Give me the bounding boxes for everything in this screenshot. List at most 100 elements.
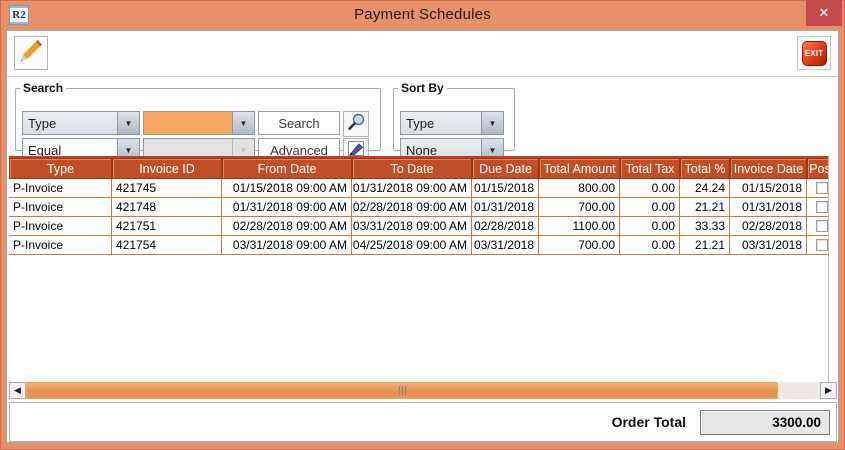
pencil-icon bbox=[18, 38, 44, 69]
edit-button[interactable] bbox=[14, 36, 48, 70]
table-cell: P-Invoice bbox=[9, 217, 112, 235]
table-cell: 02/28/2018 bbox=[472, 217, 539, 235]
order-total-value: 3300.00 bbox=[700, 409, 830, 435]
payment-schedule-table: Type Invoice ID From Date To Date Due Date To… bbox=[9, 156, 829, 382]
table-cell: 33.33 bbox=[680, 217, 730, 235]
table-cell: 700.00 bbox=[539, 198, 620, 216]
column-header[interactable]: To Date bbox=[352, 158, 472, 179]
magnifier-icon bbox=[346, 112, 366, 137]
scrollbar-grip-icon bbox=[398, 386, 406, 395]
column-header[interactable]: Due Date bbox=[472, 158, 539, 179]
table-cell: 01/31/2018 09:00 AM bbox=[352, 179, 472, 197]
sort-primary-value: Type bbox=[401, 112, 481, 134]
sort-secondary-value: None bbox=[401, 139, 481, 161]
sort-primary-combobox[interactable]: Type ▼ bbox=[400, 111, 504, 135]
table-cell: 01/15/2018 bbox=[472, 179, 539, 197]
table-cell: 02/28/2018 09:00 AM bbox=[352, 198, 472, 216]
column-header[interactable]: Total % bbox=[680, 158, 730, 179]
search-field-value: Type bbox=[23, 112, 117, 134]
column-header[interactable]: From Date bbox=[222, 158, 352, 179]
scrollbar-thumb[interactable] bbox=[26, 382, 778, 399]
posted-cell bbox=[807, 198, 828, 216]
search-panel: Search Type ▼ ▼ Search bbox=[15, 81, 381, 164]
table-cell: 24.24 bbox=[680, 179, 730, 197]
search-button[interactable]: Search bbox=[258, 111, 340, 135]
chevron-down-icon[interactable]: ▼ bbox=[232, 112, 254, 134]
table-cell: 01/31/2018 09:00 AM bbox=[222, 198, 352, 216]
table-cell: 0.00 bbox=[620, 198, 680, 216]
table-cell: 03/31/2018 09:00 AM bbox=[352, 217, 472, 235]
posted-checkbox[interactable] bbox=[816, 201, 828, 213]
table-cell: 21.21 bbox=[680, 236, 730, 254]
advanced-search-icon bbox=[346, 139, 366, 164]
column-header[interactable]: Total Tax bbox=[620, 158, 680, 179]
table-cell: 0.00 bbox=[620, 236, 680, 254]
search-value2-text bbox=[144, 139, 232, 161]
table-cell: 01/31/2018 bbox=[730, 198, 807, 216]
chevron-down-icon[interactable]: ▼ bbox=[117, 112, 139, 134]
chevron-down-icon: ▼ bbox=[232, 139, 254, 161]
column-header[interactable]: Type bbox=[9, 158, 112, 179]
table-cell: 800.00 bbox=[539, 179, 620, 197]
posted-cell bbox=[807, 236, 828, 254]
title-bar[interactable]: R2 Payment Schedules ✕ bbox=[0, 0, 845, 30]
footer-panel: Order Total 3300.00 bbox=[9, 402, 837, 442]
column-header[interactable]: Pos bbox=[807, 158, 828, 179]
table-cell: 421751 bbox=[112, 217, 222, 235]
posted-checkbox[interactable] bbox=[816, 239, 828, 251]
schedule-table-body: P-Invoice 421745 01/15/2018 09:00 AM 01/31/… bbox=[9, 179, 828, 255]
scroll-left-arrow[interactable]: ◀ bbox=[9, 382, 26, 399]
posted-cell bbox=[807, 179, 828, 197]
table-cell: 421754 bbox=[112, 236, 222, 254]
table-cell: 21.21 bbox=[680, 198, 730, 216]
search-legend: Search bbox=[23, 81, 64, 95]
table-row[interactable]: P-Invoice 421751 02/28/2018 09:00 AM 03/31/… bbox=[9, 217, 828, 236]
scroll-right-arrow[interactable]: ▶ bbox=[820, 382, 837, 399]
table-cell: P-Invoice bbox=[9, 179, 112, 197]
chevron-down-icon[interactable]: ▼ bbox=[481, 112, 503, 134]
column-header[interactable]: Total Amount bbox=[539, 158, 620, 179]
exit-button[interactable]: EXIT bbox=[801, 40, 827, 66]
posted-checkbox[interactable] bbox=[816, 182, 828, 194]
table-cell: 0.00 bbox=[620, 179, 680, 197]
table-cell: 421745 bbox=[112, 179, 222, 197]
table-row[interactable]: P-Invoice 421754 03/31/2018 09:00 AM 04/25/… bbox=[9, 236, 828, 255]
table-cell: 03/31/2018 bbox=[472, 236, 539, 254]
search-icon-button[interactable] bbox=[343, 111, 369, 137]
search-value-text bbox=[144, 112, 232, 134]
close-button[interactable]: ✕ bbox=[806, 0, 842, 26]
chevron-down-icon[interactable]: ▼ bbox=[117, 139, 139, 161]
table-header-row: Type Invoice ID From Date To Date Due Date To… bbox=[9, 158, 828, 179]
table-cell: 01/15/2018 bbox=[730, 179, 807, 197]
content-panel: EXIT Search Type ▼ ▼ Search bbox=[6, 30, 839, 443]
column-header[interactable]: Invoice ID bbox=[112, 158, 222, 179]
column-header[interactable]: Invoice Date bbox=[730, 158, 807, 179]
toolbar-divider bbox=[7, 76, 838, 77]
table-cell: 01/15/2018 09:00 AM bbox=[222, 179, 352, 197]
table-row[interactable]: P-Invoice 421745 01/15/2018 09:00 AM 01/31/… bbox=[9, 179, 828, 198]
table-cell: 03/31/2018 09:00 AM bbox=[222, 236, 352, 254]
chevron-down-icon[interactable]: ▼ bbox=[481, 139, 503, 161]
table-cell: 700.00 bbox=[539, 236, 620, 254]
table-row[interactable]: P-Invoice 421748 01/31/2018 09:00 AM 02/28/… bbox=[9, 198, 828, 217]
search-field-combobox[interactable]: Type ▼ bbox=[22, 111, 140, 135]
table-cell: 0.00 bbox=[620, 217, 680, 235]
table-cell: 02/28/2018 bbox=[730, 217, 807, 235]
app-icon: R2 bbox=[9, 5, 29, 25]
order-total-label: Order Total bbox=[611, 414, 686, 430]
table-cell: 01/31/2018 bbox=[472, 198, 539, 216]
window-title: Payment Schedules bbox=[354, 6, 491, 23]
table-cell: 02/28/2018 09:00 AM bbox=[222, 217, 352, 235]
posted-cell bbox=[807, 217, 828, 235]
posted-checkbox[interactable] bbox=[816, 220, 828, 232]
sort-by-panel: Sort By Type ▼ None ▼ bbox=[393, 81, 515, 162]
table-cell: P-Invoice bbox=[9, 198, 112, 216]
search-value-combobox[interactable]: ▼ bbox=[143, 111, 255, 135]
table-cell: 03/31/2018 bbox=[730, 236, 807, 254]
table-cell: P-Invoice bbox=[9, 236, 112, 254]
table-cell: 04/25/2018 09:00 AM bbox=[352, 236, 472, 254]
table-cell: 1100.00 bbox=[539, 217, 620, 235]
scrollbar-track[interactable] bbox=[26, 382, 820, 399]
horizontal-scrollbar[interactable]: ◀ ▶ bbox=[9, 382, 837, 399]
